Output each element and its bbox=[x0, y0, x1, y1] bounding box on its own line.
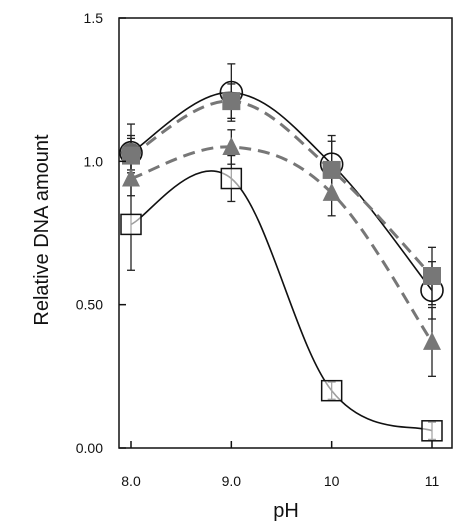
x-tick-label: 8.0 bbox=[121, 473, 141, 489]
series-line-0 bbox=[130, 91, 433, 291]
data-point-filled-triangle bbox=[122, 168, 140, 187]
x-axis-title: pH bbox=[273, 500, 299, 522]
data-point-filled-triangle bbox=[423, 331, 441, 350]
series-line-3 bbox=[130, 145, 434, 343]
x-tick-label: 11 bbox=[425, 473, 440, 489]
data-point-filled-triangle bbox=[322, 182, 341, 201]
data-markers bbox=[119, 80, 444, 442]
data-point-filled-square bbox=[222, 92, 241, 111]
y-tick-label: 0.50 bbox=[76, 297, 103, 313]
tick-labels: 0.00 0.50 1.0 1.5 8.0 9.0 10 11 bbox=[76, 10, 440, 489]
error-bars bbox=[127, 63, 436, 441]
data-point-open-square bbox=[120, 213, 142, 236]
data-point-open-square bbox=[320, 379, 343, 402]
y-tick-label: 1.0 bbox=[84, 153, 104, 169]
data-point-filled-square bbox=[423, 267, 441, 285]
x-tick-label: 9.0 bbox=[222, 473, 242, 489]
series-line-4 bbox=[130, 170, 433, 432]
y-tick-label: 1.5 bbox=[84, 10, 104, 26]
series-line-2 bbox=[130, 99, 434, 278]
y-tick-label: 0.00 bbox=[76, 440, 103, 456]
y-axis-title: Relative DNA amount bbox=[31, 134, 53, 326]
axes bbox=[118, 17, 453, 449]
data-point-open-square bbox=[220, 167, 243, 190]
data-point-filled-square bbox=[322, 160, 341, 179]
data-point-open-square bbox=[421, 420, 443, 442]
data-point-filled-triangle bbox=[222, 137, 241, 155]
plot-frame bbox=[118, 17, 453, 449]
series-lines bbox=[130, 91, 434, 432]
x-tick-label: 10 bbox=[324, 473, 340, 489]
data-point-filled-square bbox=[122, 146, 140, 165]
